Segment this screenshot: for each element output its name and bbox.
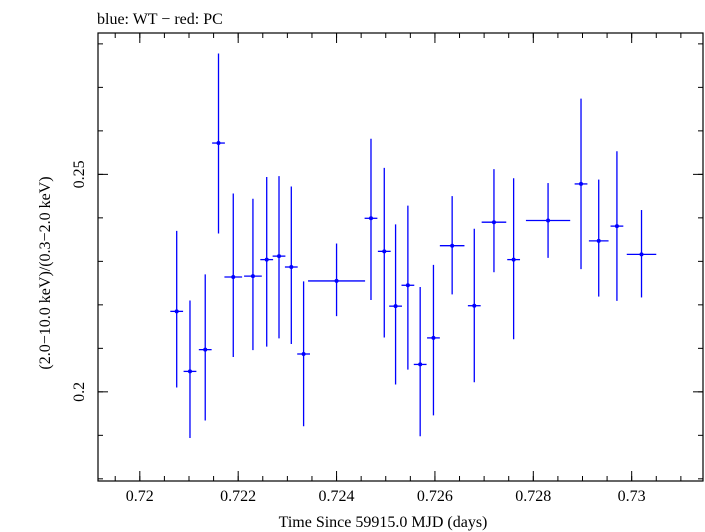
data-point [427, 264, 440, 416]
data-point [272, 176, 286, 339]
point-marker [431, 335, 436, 340]
data-point [467, 228, 481, 383]
point-marker [546, 218, 551, 223]
data-point [525, 183, 571, 258]
x-tick-label: 0.726 [417, 488, 453, 505]
data-point [574, 98, 588, 270]
y-tick-label: 0.2 [71, 382, 88, 402]
point-marker [382, 249, 387, 254]
data-point [244, 198, 262, 351]
y-tick-label: 0.25 [71, 160, 88, 188]
data-point [481, 169, 507, 273]
y-axis-label: (2.0−10.0 keV)/(0.3−2.0 keV) [37, 176, 54, 369]
x-tick-label: 0.73 [618, 488, 646, 505]
point-marker [405, 283, 410, 288]
data-point [170, 230, 184, 388]
point-marker [216, 141, 221, 146]
point-marker [614, 224, 619, 229]
data-point [364, 138, 378, 301]
point-marker [203, 347, 208, 352]
chart-title: blue: WT − red: PC [97, 11, 223, 28]
data-point [439, 196, 465, 295]
point-marker [596, 238, 601, 243]
data-point [212, 53, 225, 234]
point-marker [250, 274, 255, 279]
data-point [610, 151, 624, 301]
data-point [401, 205, 415, 370]
point-marker [491, 220, 496, 225]
point-marker [174, 309, 179, 314]
point-marker [418, 362, 423, 367]
data-points [170, 53, 657, 438]
point-marker [334, 278, 339, 283]
data-point [183, 300, 197, 438]
data-point [588, 179, 609, 297]
x-tick-label: 0.722 [220, 488, 256, 505]
axis-tick-labels: 0.72 0.722 0.724 0.726 0.728 0.73 0.2 0.25 [71, 160, 646, 505]
data-point [507, 178, 521, 340]
point-marker [450, 243, 455, 248]
x-axis-label: Time Since 59915.0 MJD (days) [279, 514, 488, 531]
point-marker [231, 275, 236, 280]
data-point [308, 243, 366, 317]
data-point [224, 193, 243, 358]
point-marker [301, 351, 306, 356]
data-point [297, 281, 310, 427]
x-tick-label: 0.72 [126, 488, 154, 505]
data-point [284, 186, 298, 344]
data-point [377, 167, 391, 338]
data-point [389, 224, 402, 385]
x-tick-label: 0.728 [515, 488, 551, 505]
x-tick-label: 0.724 [319, 488, 355, 505]
point-marker [579, 181, 584, 186]
point-marker [511, 257, 516, 262]
data-point [626, 210, 657, 298]
point-marker [393, 304, 398, 309]
point-marker [277, 254, 282, 259]
data-point [198, 274, 212, 421]
plot-frame [97, 32, 704, 482]
data-point [260, 176, 274, 347]
point-marker [639, 252, 644, 257]
point-marker [472, 303, 477, 308]
axis-ticks [98, 33, 703, 481]
point-marker [368, 216, 373, 221]
point-marker [187, 369, 192, 374]
point-marker [289, 265, 294, 270]
point-marker [264, 257, 269, 262]
data-point [413, 287, 427, 437]
